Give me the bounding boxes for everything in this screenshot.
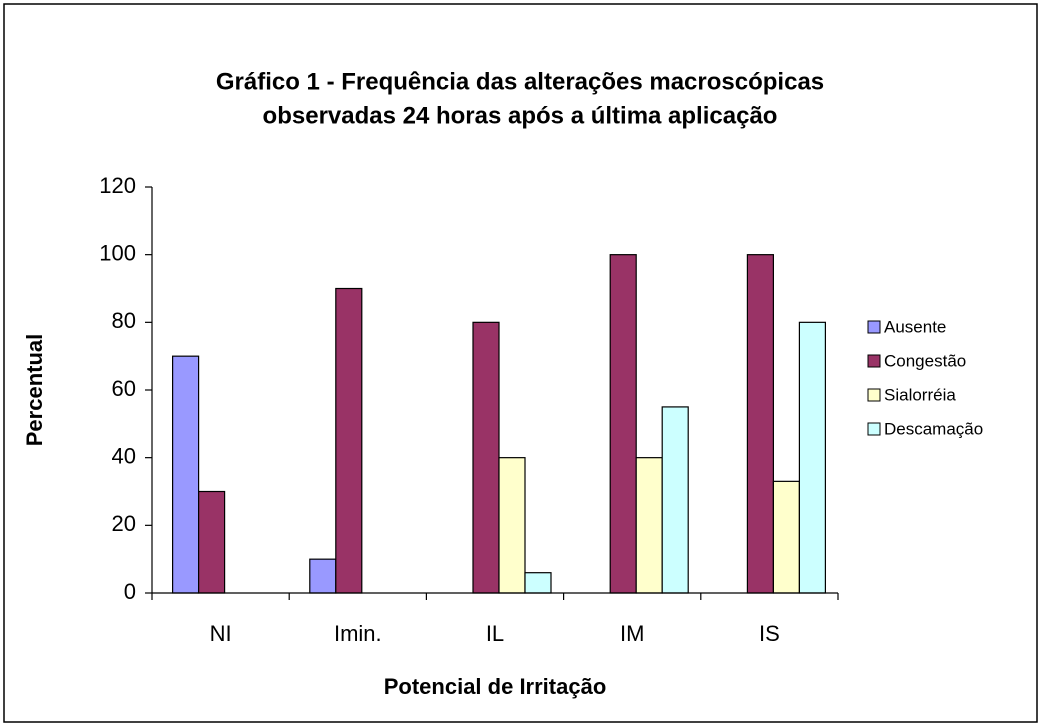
bar (335, 287, 363, 594)
y-tick-label: 120 (99, 173, 136, 198)
legend-swatch (867, 320, 881, 334)
bar (309, 558, 337, 594)
bar (798, 321, 827, 594)
x-tick-label: IS (759, 621, 780, 646)
y-tick-label: 20 (112, 511, 136, 536)
chart-title: Gráfico 1 - Frequência das alterações ma… (216, 68, 824, 95)
bar (635, 457, 663, 594)
bar (772, 480, 801, 594)
y-axis-title: Percentual (22, 334, 47, 447)
legend-swatch (867, 388, 881, 402)
legend-label: Descamação (884, 419, 983, 438)
legend-label: Ausente (884, 317, 946, 336)
bar (661, 406, 689, 594)
y-tick-label: 100 (99, 240, 136, 265)
x-tick-label: IL (486, 621, 504, 646)
x-tick-label: NI (210, 621, 232, 646)
y-tick-label: 40 (112, 443, 136, 468)
legend-swatch (867, 354, 881, 368)
bar (172, 355, 200, 594)
bar (524, 572, 552, 594)
y-tick-label: 0 (124, 579, 136, 604)
legend-swatch (867, 422, 881, 436)
y-tick-label: 80 (112, 308, 136, 333)
bar (609, 254, 637, 594)
bar (498, 457, 526, 594)
chart-title: observadas 24 horas após a última aplica… (263, 102, 778, 129)
x-tick-label: IM (620, 621, 644, 646)
y-tick-label: 60 (112, 376, 136, 401)
bar (198, 490, 226, 594)
bar (472, 321, 500, 594)
bar (746, 254, 775, 594)
legend-label: Congestão (884, 351, 966, 370)
legend-label: Sialorréia (884, 385, 956, 404)
x-tick-label: Imin. (334, 621, 382, 646)
x-axis-title: Potencial de Irritação (384, 674, 607, 699)
